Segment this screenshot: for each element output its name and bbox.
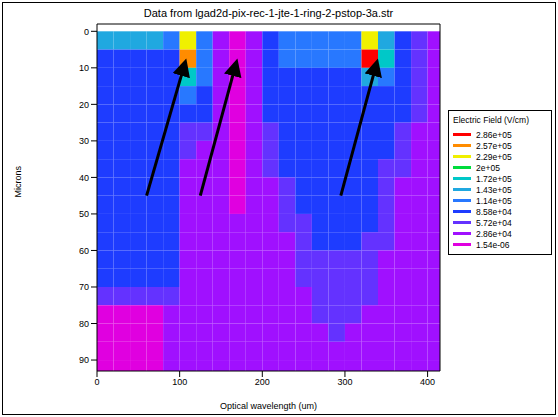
svg-text:80: 80 bbox=[79, 319, 89, 329]
html-text:8.58e+04: 8.58e+04 bbox=[476, 206, 512, 217]
svg-text:10: 10 bbox=[79, 63, 89, 73]
svg-text:70: 70 bbox=[79, 282, 89, 292]
html-text:2.86e+04: 2.86e+04 bbox=[476, 228, 512, 239]
html-text:5.72e+04: 5.72e+04 bbox=[476, 217, 512, 228]
svg-text:30: 30 bbox=[79, 136, 89, 146]
html-text:2.29e+05: 2.29e+05 bbox=[476, 151, 512, 162]
svg-text:0: 0 bbox=[84, 27, 89, 37]
svg-text:60: 60 bbox=[79, 246, 89, 256]
svg-text:100: 100 bbox=[172, 377, 187, 387]
svg-text:90: 90 bbox=[79, 355, 89, 365]
svg-text:300: 300 bbox=[337, 377, 352, 387]
html-text:2.57e+05: 2.57e+05 bbox=[476, 140, 512, 151]
html-text:1.43e+05: 1.43e+05 bbox=[476, 184, 512, 195]
html-text:2e+05: 2e+05 bbox=[476, 162, 500, 173]
svg-text:20: 20 bbox=[79, 100, 89, 110]
svg-text:Optical wavelength (um): Optical wavelength (um) bbox=[220, 401, 317, 411]
html-text:2.86e+05: 2.86e+05 bbox=[476, 129, 512, 140]
html-text:1.54e-06: 1.54e-06 bbox=[476, 239, 510, 250]
svg-text:400: 400 bbox=[420, 377, 435, 387]
svg-text:40: 40 bbox=[79, 173, 89, 183]
html-text:1.14e+05: 1.14e+05 bbox=[476, 195, 512, 206]
html-text:Electric Field (V/cm): Electric Field (V/cm) bbox=[453, 115, 529, 125]
svg-text:200: 200 bbox=[255, 377, 270, 387]
svg-text:0: 0 bbox=[94, 377, 99, 387]
html-text:1.72e+05: 1.72e+05 bbox=[476, 173, 512, 184]
html-text:Data from lgad2d-pix-rec-1-jte: Data from lgad2d-pix-rec-1-jte-1-ring-2-… bbox=[143, 7, 394, 19]
svg-text:50: 50 bbox=[79, 209, 89, 219]
svg-text:Microns: Microns bbox=[13, 165, 23, 197]
